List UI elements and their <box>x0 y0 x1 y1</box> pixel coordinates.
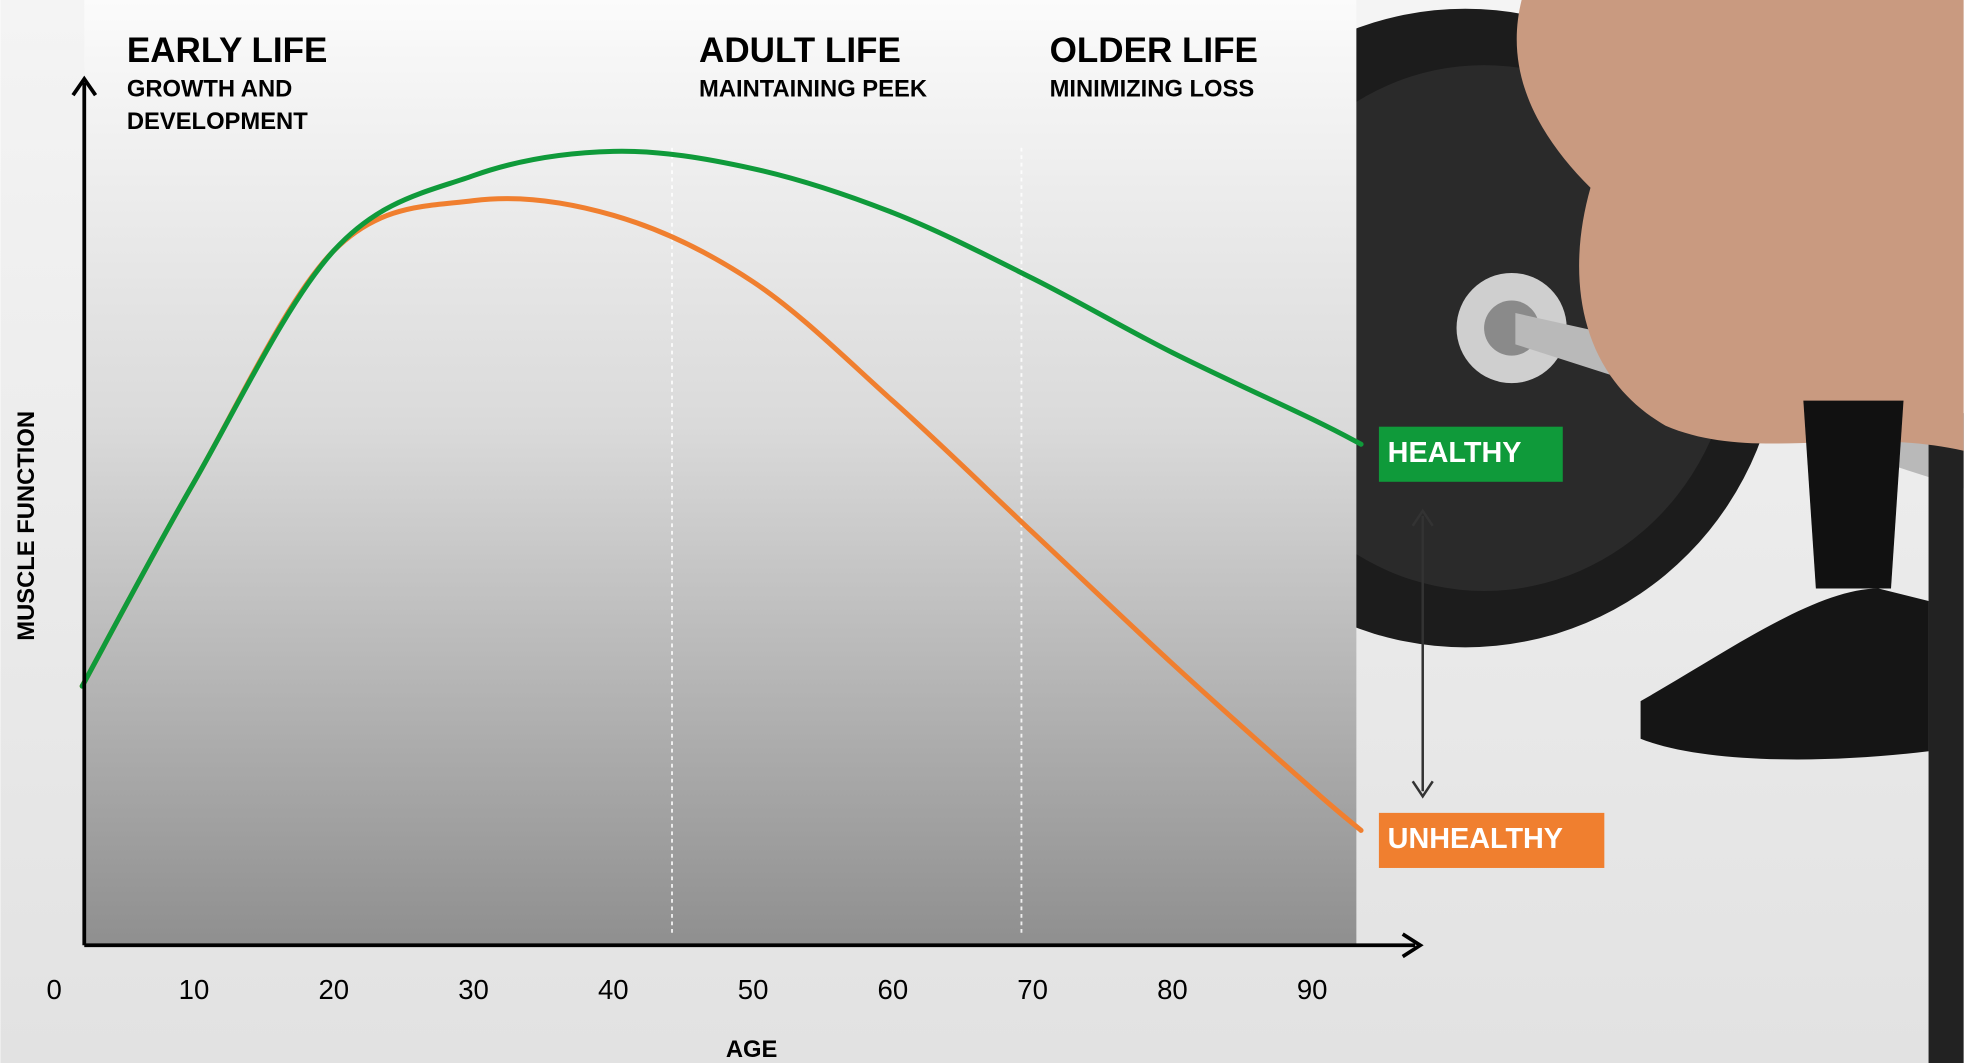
x-tick-label: 90 <box>1297 974 1328 1005</box>
phase-subtitle: MAINTAINING PEEK <box>699 75 927 102</box>
legend-item: UNHEALTHY <box>1378 812 1605 868</box>
x-tick-label: 50 <box>738 974 769 1005</box>
x-tick-label: 60 <box>878 974 909 1005</box>
y-axis-label: MUSCLE FUNCTION <box>13 411 40 641</box>
x-tick-label: 70 <box>1017 974 1048 1005</box>
phase-subtitle: MINIMIZING LOSS <box>1050 75 1255 102</box>
legend-box <box>1378 426 1563 482</box>
phase-subtitle: GROWTH AND <box>127 75 292 102</box>
x-tick-label: 0 <box>47 974 62 1005</box>
x-tick-label: 80 <box>1157 974 1188 1005</box>
x-axis-arrow <box>1401 932 1424 959</box>
x-tick-label: 10 <box>179 974 210 1005</box>
y-axis-arrow <box>71 75 98 97</box>
phase-subtitle: DEVELOPMENT <box>127 108 308 135</box>
legend-label: UNHEALTHY <box>1388 823 1563 855</box>
x-tick-label: 20 <box>318 974 349 1005</box>
legend-item: HEALTHY <box>1378 426 1563 482</box>
x-tick-label: 30 <box>458 974 489 1005</box>
phase-title: EARLY LIFE <box>127 31 328 70</box>
gap-arrow <box>1411 508 1434 799</box>
x-tick-label: 40 <box>598 974 629 1005</box>
photo <box>1149 0 1964 1063</box>
legend-box <box>1378 812 1605 868</box>
series-line <box>79 148 1364 689</box>
x-axis-label: AGE <box>726 1036 778 1063</box>
legend-label: HEALTHY <box>1388 437 1522 469</box>
phase-title: ADULT LIFE <box>699 31 901 70</box>
plot-area <box>84 0 1357 946</box>
phase-title: OLDER LIFE <box>1050 31 1258 70</box>
